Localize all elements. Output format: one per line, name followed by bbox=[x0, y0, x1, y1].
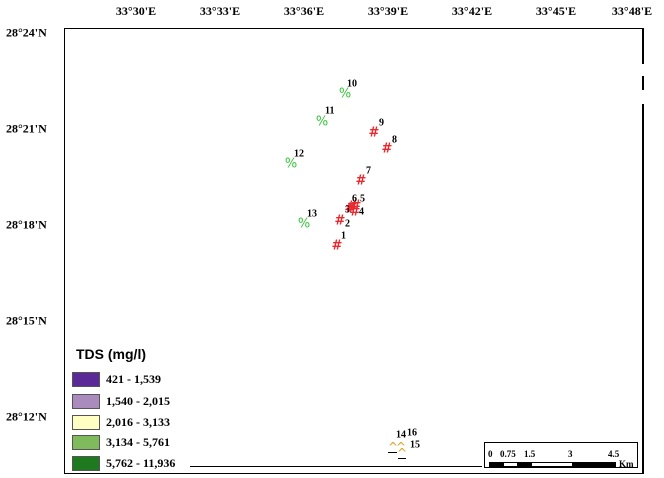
point-13-label: 13 bbox=[307, 208, 317, 220]
point-1-symbol[interactable]: # bbox=[331, 238, 343, 254]
point-8-label: 8 bbox=[392, 134, 397, 146]
point-4-label: 4 bbox=[359, 206, 364, 218]
scale-unit: Km bbox=[619, 459, 634, 469]
legend-item-2: 1,540 - 2,015 bbox=[72, 392, 170, 410]
point-10-label: 10 bbox=[347, 78, 357, 90]
point-5-symbol[interactable]: # bbox=[350, 198, 362, 214]
lon-label-6: 33°45'E bbox=[535, 4, 577, 18]
map-frame bbox=[64, 28, 644, 474]
point-16-symbol[interactable]: ^ bbox=[396, 446, 408, 460]
point-13-symbol[interactable]: % bbox=[297, 216, 311, 232]
frame-gap-dash bbox=[642, 76, 644, 90]
point-7-symbol[interactable]: # bbox=[355, 173, 367, 189]
scale-seg-5 bbox=[572, 462, 616, 467]
legend-item-4: 3,134 - 5,761 bbox=[72, 433, 170, 451]
point-8-symbol[interactable]: # bbox=[381, 141, 393, 157]
scale-tick-45: 4.5 bbox=[608, 449, 620, 459]
legend-swatch-2 bbox=[72, 393, 100, 409]
lat-label-3: 28°18'N bbox=[6, 217, 47, 232]
legend-label-4: 3,134 - 5,761 bbox=[106, 434, 170, 449]
lon-label-3: 33°36'E bbox=[283, 4, 325, 18]
point-15-underline bbox=[398, 458, 406, 459]
lat-label-2: 28°21'N bbox=[6, 121, 47, 136]
legend-item-1: 421 - 1,539 bbox=[72, 370, 161, 388]
point-5-label: 5 bbox=[360, 193, 365, 205]
point-6-symbol[interactable]: # bbox=[346, 199, 358, 215]
lon-label-5: 33°42'E bbox=[451, 4, 493, 18]
point-16-label: 16 bbox=[407, 427, 417, 439]
scale-tick-15: 1.5 bbox=[524, 449, 536, 459]
point-9-label: 9 bbox=[379, 117, 384, 129]
point-1-label: 1 bbox=[341, 230, 346, 242]
scale-tick-0: 0 bbox=[488, 449, 493, 459]
legend-swatch-5 bbox=[72, 455, 100, 471]
point-2-label: 2 bbox=[345, 218, 350, 230]
point-14-label: 14 bbox=[396, 429, 406, 441]
legend-swatch-4 bbox=[72, 434, 100, 450]
scale-seg-4 bbox=[531, 462, 573, 467]
frame-top-notch bbox=[64, 28, 108, 29]
point-7-label: 7 bbox=[366, 165, 371, 177]
point-11-label: 11 bbox=[325, 105, 335, 117]
scale-seg-3 bbox=[517, 462, 532, 467]
point-14-symbol[interactable]: ^ bbox=[387, 440, 399, 454]
point-10-symbol[interactable]: % bbox=[338, 86, 352, 102]
scale-seg-1 bbox=[489, 462, 504, 467]
legend-label-1: 421 - 1,539 bbox=[106, 371, 161, 386]
point-14-underline bbox=[388, 452, 397, 453]
point-6-label: 6 bbox=[352, 193, 357, 205]
legend-swatch-3 bbox=[72, 414, 100, 430]
point-12-label: 12 bbox=[294, 148, 304, 160]
point-15-symbol[interactable]: ^ bbox=[395, 440, 407, 454]
lon-label-7: 33°48'E bbox=[611, 4, 653, 18]
lon-label-4: 33°39'E bbox=[367, 4, 409, 18]
scale-seg-2 bbox=[503, 462, 518, 467]
point-12-symbol[interactable]: % bbox=[284, 156, 298, 172]
legend-swatch-1 bbox=[72, 371, 100, 387]
point-9-symbol[interactable]: # bbox=[368, 125, 380, 141]
point-2-symbol[interactable]: # bbox=[334, 213, 346, 229]
scale-tick-3: 3 bbox=[568, 449, 573, 459]
lat-label-1: 28°24'N bbox=[6, 25, 47, 40]
legend-label-3: 2,016 - 3,133 bbox=[106, 414, 170, 429]
scale-tick-075: 0.75 bbox=[500, 449, 516, 459]
point-11-symbol[interactable]: % bbox=[315, 114, 329, 130]
legend-item-5: 5,762 - 11,936 bbox=[72, 454, 175, 472]
lat-label-4: 28°15'N bbox=[6, 313, 47, 328]
lon-label-2: 33°33'E bbox=[199, 4, 241, 18]
point-4-symbol[interactable]: # bbox=[349, 204, 361, 220]
lat-label-5: 28°12'N bbox=[6, 409, 47, 424]
lon-label-1: 33°30'E bbox=[115, 4, 157, 18]
legend-label-5: 5,762 - 11,936 bbox=[106, 455, 176, 470]
legend-title: TDS (mg/l) bbox=[76, 346, 146, 362]
legend-label-2: 1,540 - 2,015 bbox=[106, 393, 170, 408]
legend-divider bbox=[190, 466, 482, 467]
point-15-label: 15 bbox=[410, 439, 420, 451]
point-3-symbol[interactable]: # bbox=[344, 201, 356, 217]
point-3-label: 3 bbox=[345, 204, 350, 216]
legend-item-3: 2,016 - 3,133 bbox=[72, 413, 170, 431]
